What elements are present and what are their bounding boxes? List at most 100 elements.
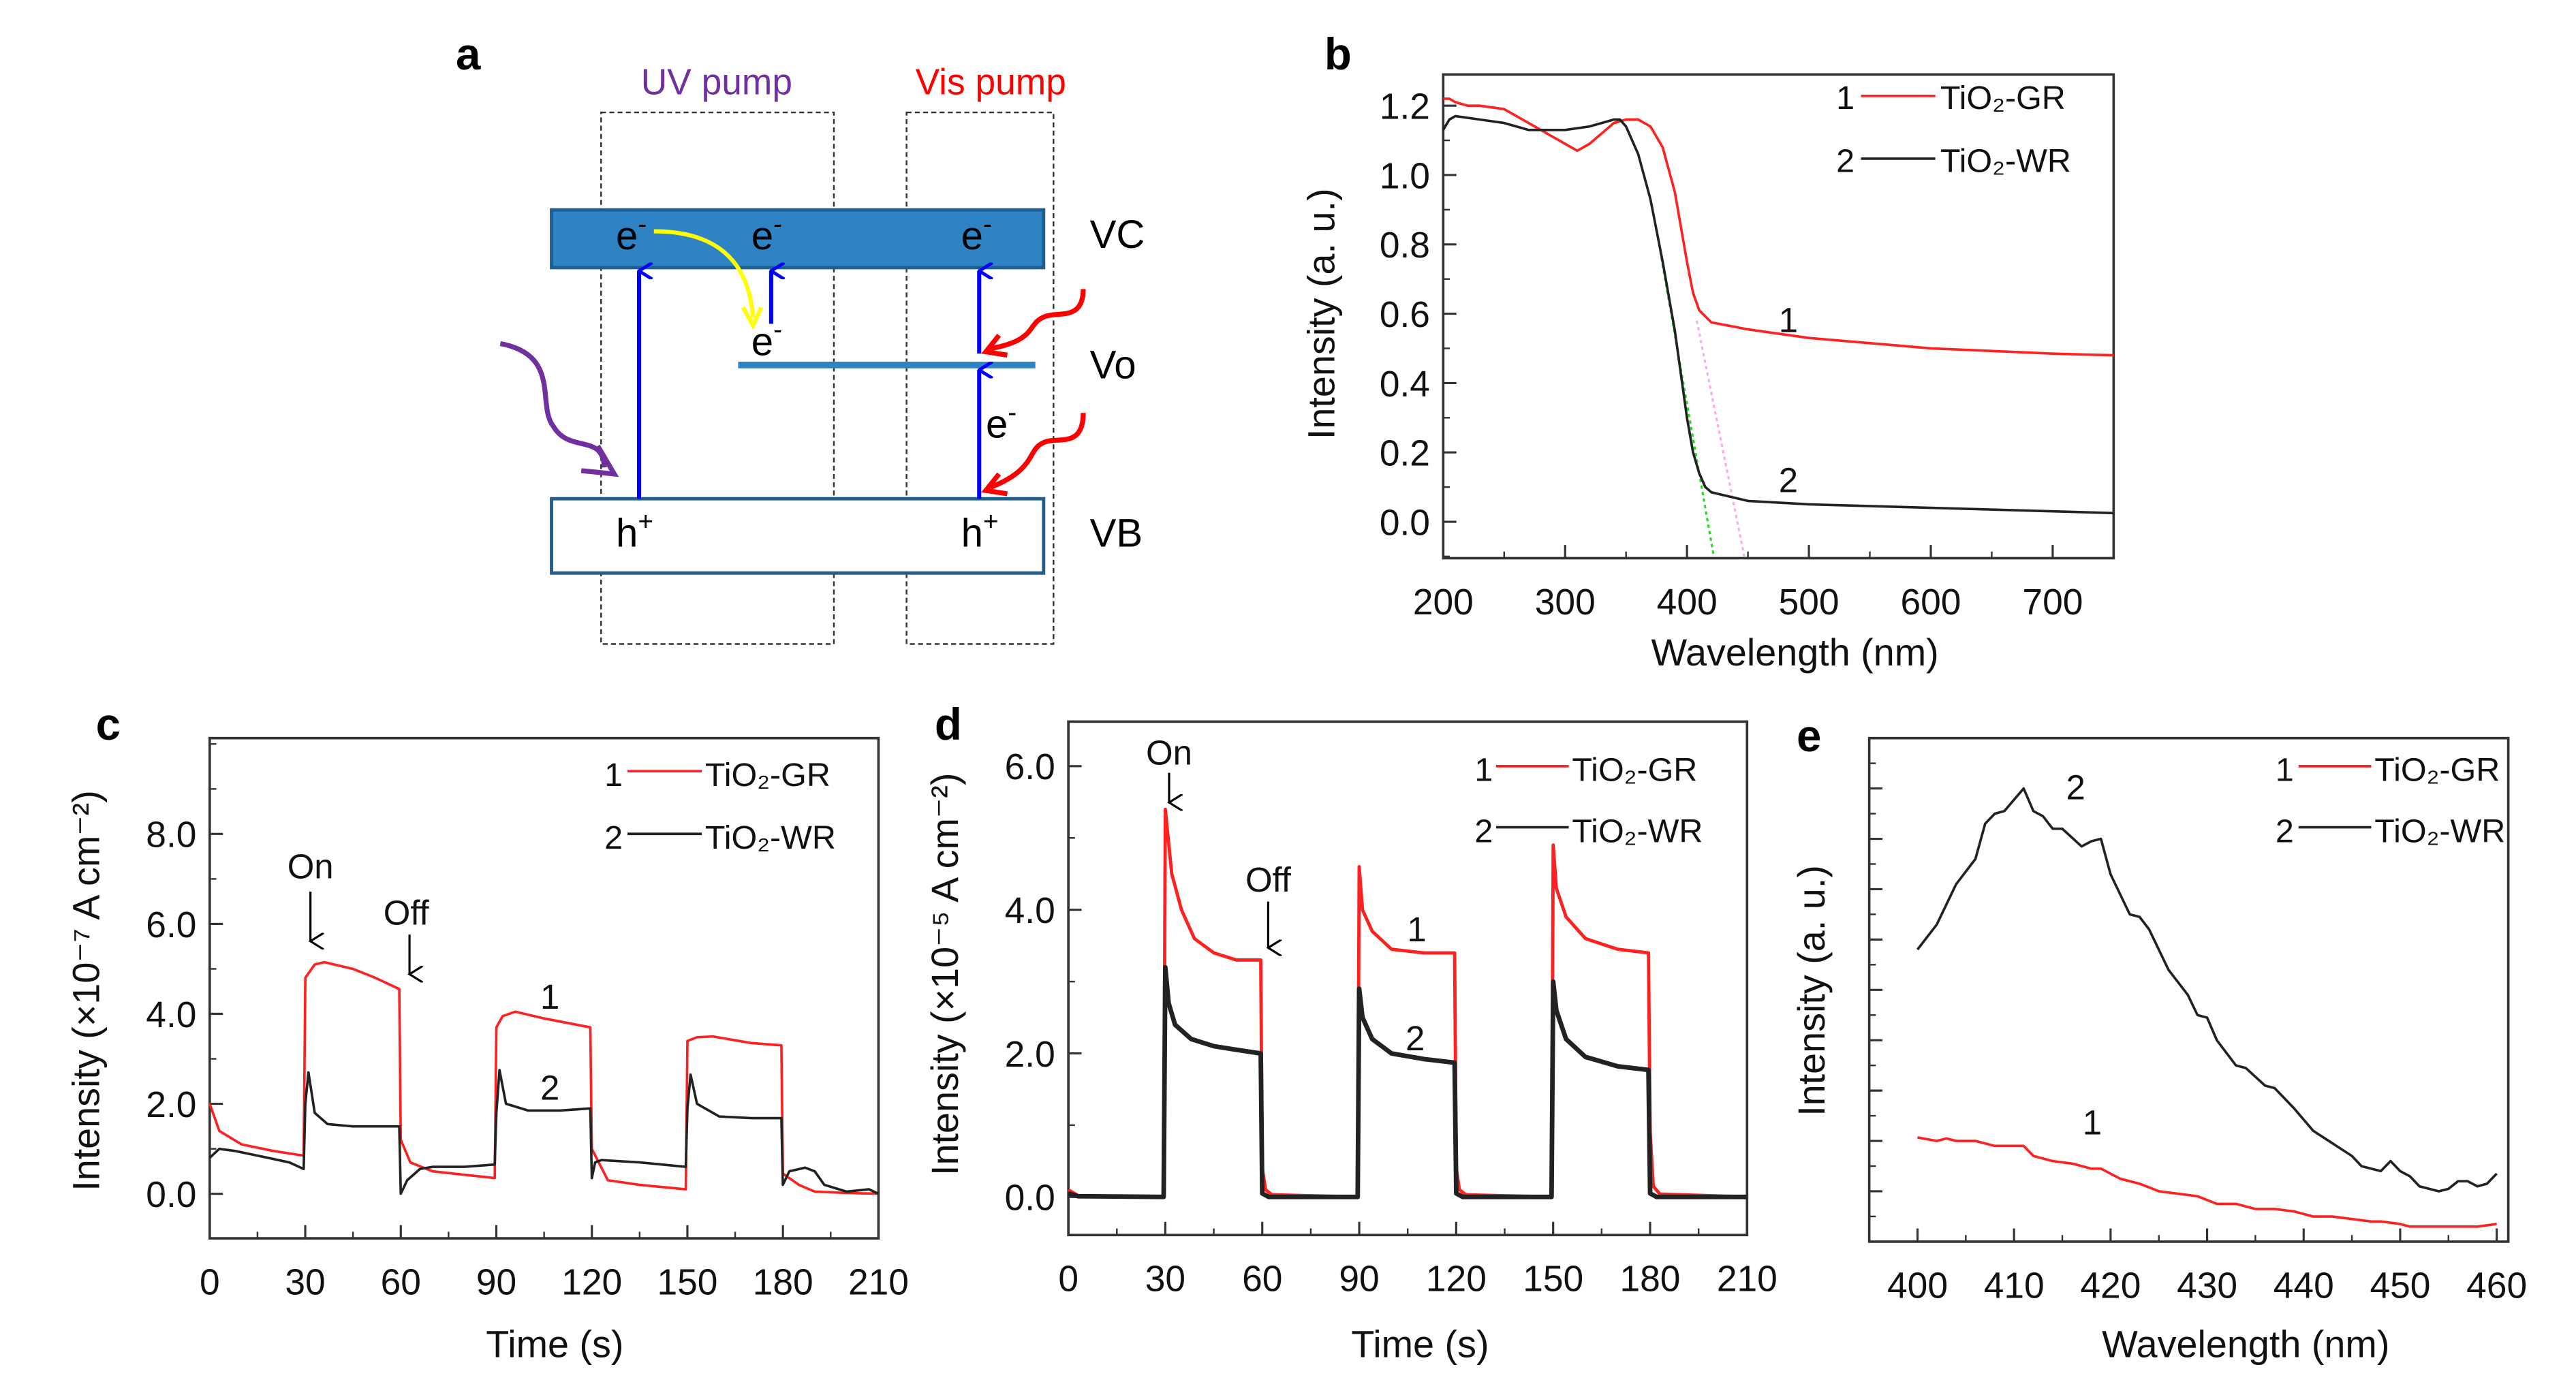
legend-label-1: TiO₂-GR — [1940, 80, 2066, 116]
visible-photon-icon — [990, 289, 1086, 351]
panel-d-photocurrent-chart: d Time (s) Intensity (×10⁻⁵ A cm⁻²) On O… — [924, 700, 1778, 1365]
panel-b-absorption-chart: b Wavelength (nm) Intensity (a. u.) 1 2 … — [1300, 29, 2115, 674]
conduction-band — [550, 208, 1046, 270]
series-line-2 — [1442, 114, 2114, 515]
x-tick-label: 150 — [657, 1262, 717, 1302]
electron-label: e- — [986, 398, 1017, 446]
x-tick-label: 0 — [1058, 1259, 1078, 1300]
y-axis-title: Intensity (a. u.) — [1300, 188, 1342, 439]
x-tick-label: 90 — [476, 1262, 516, 1302]
hole-label: h+ — [961, 507, 999, 555]
x-tick-label: 0 — [200, 1262, 220, 1302]
electron-symbol: e — [751, 319, 773, 364]
electron-label: e- — [751, 315, 782, 364]
x-tick-label: 460 — [2466, 1266, 2527, 1306]
x-tick-label: 150 — [1523, 1259, 1583, 1300]
y-tick-label: 2.0 — [1005, 1035, 1055, 1075]
legend-label-2: TiO₂-WR — [705, 819, 836, 856]
x-axis-title: Wavelength (nm) — [1651, 631, 1938, 674]
x-tick-label: 210 — [848, 1262, 909, 1302]
x-axis-title: Wavelength (nm) — [2102, 1323, 2389, 1366]
x-tick-label: 300 — [1535, 582, 1596, 623]
legend-number-1: 1 — [1474, 752, 1493, 789]
legend-number-2: 2 — [1836, 142, 1855, 179]
series-line-1 — [1917, 1136, 2497, 1228]
y-tick-label: 8.0 — [146, 815, 196, 856]
curve-label-2: 2 — [540, 1068, 559, 1107]
hole-label: h+ — [616, 507, 653, 555]
panel-letter-d: d — [935, 700, 962, 749]
x-tick-label: 400 — [1887, 1266, 1948, 1306]
x-tick-label: 500 — [1779, 582, 1840, 623]
electron-label: e- — [751, 210, 782, 258]
electron-label: e- — [616, 210, 647, 258]
x-tick-label: 440 — [2274, 1266, 2334, 1306]
tangent-line — [1695, 320, 1745, 557]
x-tick-label: 30 — [285, 1262, 325, 1302]
y-axis-title: Intensity (×10⁻⁵ A cm⁻²) — [924, 773, 966, 1176]
vis-pump-label: Vis pump — [916, 62, 1066, 102]
legend-number-1: 1 — [604, 757, 623, 794]
electron-charge: - — [983, 210, 992, 239]
electron-symbol: e — [986, 403, 1008, 447]
vb-label: VB — [1090, 512, 1143, 556]
uv-photon-arrowhead — [580, 444, 619, 477]
electron-labels: e- e- e- e- e- h+ h+ — [616, 210, 1017, 556]
legend-label-1: TiO₂-GR — [1572, 752, 1697, 789]
y-tick-label: 0.0 — [146, 1175, 196, 1215]
x-tick-label: 450 — [2370, 1266, 2430, 1306]
y-tick-label: 1.2 — [1380, 87, 1430, 127]
electron-symbol: e — [751, 214, 773, 258]
y-tick-label: 6.0 — [1005, 747, 1055, 787]
vc-label: VC — [1090, 213, 1145, 257]
hole-charge: + — [638, 507, 653, 536]
series-line-1 — [1443, 97, 2114, 357]
x-tick-label: 180 — [1620, 1259, 1681, 1300]
electron-transfer-arrowhead — [741, 306, 764, 330]
panel-e-photoluminescence-chart: e Wavelength (nm) Intensity (a. u.) 2 1 … — [1790, 711, 2527, 1366]
y-tick-label: 1.0 — [1380, 156, 1430, 196]
x-tick-label: 120 — [1426, 1259, 1487, 1300]
tangent-line — [1659, 251, 1716, 557]
x-tick-label: 200 — [1413, 582, 1474, 623]
curve-label-1: 1 — [540, 977, 559, 1016]
vis-pump-box — [905, 111, 1055, 645]
hole-charge: + — [983, 507, 999, 536]
panel-letter-e: e — [1797, 711, 1821, 761]
x-tick-label: 90 — [1339, 1259, 1379, 1300]
x-tick-label: 120 — [561, 1262, 622, 1302]
vo-label: Vo — [1090, 343, 1136, 387]
electron-charge: - — [773, 210, 782, 239]
x-tick-label: 600 — [1901, 582, 1961, 623]
series-line-1 — [208, 960, 879, 1195]
legend-label-2: TiO₂-WR — [1940, 142, 2071, 179]
x-tick-label: 420 — [2080, 1266, 2141, 1306]
x-tick-label: 430 — [2177, 1266, 2237, 1306]
legend-label-2: TiO₂-WR — [2374, 813, 2505, 849]
curve-label-2: 2 — [2066, 768, 2085, 806]
y-tick-label: 0.0 — [1380, 503, 1430, 543]
legend-number-1: 1 — [1836, 80, 1855, 116]
legend: 1 TiO₂-GR 2 TiO₂-WR — [604, 757, 836, 856]
electron-charge: - — [1008, 398, 1017, 427]
x-tick-label: 210 — [1717, 1259, 1778, 1300]
panel-c-photocurrent-chart: c Time (s) Intensity (×10⁻⁷ A cm⁻²) On O… — [65, 700, 908, 1365]
x-tick-label: 410 — [1984, 1266, 2045, 1306]
panel-a-diagram: a UV pump Vis pump VC Vo VB e- e- e- e- … — [456, 29, 1145, 645]
y-tick-label: 0.6 — [1380, 295, 1430, 335]
visible-photon-arrowhead — [981, 472, 1008, 497]
hole-symbol: h — [616, 512, 638, 556]
y-tick-label: 6.0 — [146, 905, 196, 945]
electron-charge: - — [638, 210, 647, 239]
panel-letter-c: c — [96, 700, 121, 749]
curve-label-2: 2 — [1779, 461, 1798, 500]
series-line-2 — [208, 1069, 880, 1195]
y-axis-title: Intensity (a. u.) — [1790, 865, 1833, 1116]
series-line-2 — [1916, 787, 2498, 1193]
legend-number-2: 2 — [604, 819, 623, 856]
curve-label-1: 1 — [2083, 1103, 2102, 1142]
x-tick-label: 700 — [2022, 582, 2083, 623]
y-tick-label: 2.0 — [146, 1085, 196, 1125]
legend-number-2: 2 — [2276, 813, 2294, 849]
visible-photon-arrowhead — [981, 334, 1008, 358]
